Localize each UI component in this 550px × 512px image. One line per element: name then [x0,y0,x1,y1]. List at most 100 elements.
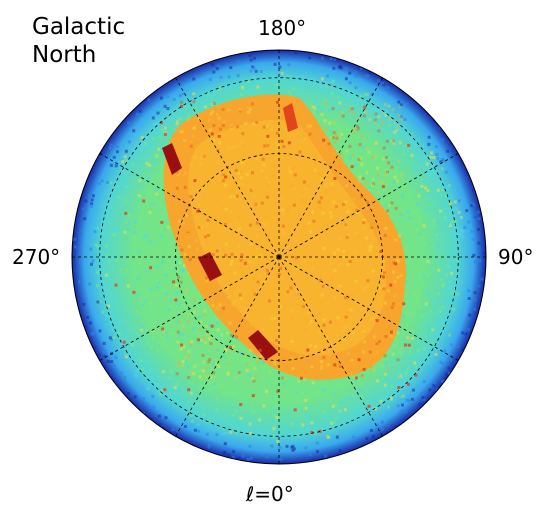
speckle [439,278,443,282]
region-speckle-dot [186,118,190,122]
region-speckle-dot [215,147,219,150]
region-speckle-dot [266,183,270,187]
region-speckle-dot [231,195,235,199]
speckle [374,156,377,160]
speckle [144,233,148,237]
region-speckle-dot [261,157,265,161]
region-speckle-dot [260,201,264,205]
region-speckle-dot [233,299,237,303]
speckle [90,198,94,202]
region-speckle-dot [361,177,365,180]
region-speckle-dot [255,120,259,124]
region-speckle-dot [333,251,337,255]
speckle [335,58,339,62]
speckle [115,259,119,263]
speckle [386,377,390,381]
speckle [348,71,352,75]
speckle [226,371,230,375]
region-speckle-dot [363,227,366,231]
region-speckle-dot [280,208,284,212]
speckle [108,258,112,262]
region-speckle-dot [379,124,383,128]
region-speckle-dot [261,288,265,291]
speckle [432,156,435,159]
speckle [416,203,420,207]
speckle [152,137,156,141]
region-speckle-dot [211,304,215,308]
speckle [381,79,385,83]
speckle [435,388,439,392]
speckle [406,315,410,319]
region-speckle-dot [255,156,259,160]
red-dot [196,338,200,342]
speckle [477,284,481,288]
region-speckle-dot [342,249,345,253]
speckle [144,403,148,407]
speckle [117,195,121,199]
speckle [114,356,118,360]
region-speckle-dot [390,165,394,169]
speckle [116,184,120,187]
region-speckle-dot [341,114,345,118]
speckle [198,375,202,379]
region-speckle-dot [305,125,309,129]
region-speckle-dot [282,241,286,245]
speckle [173,252,177,256]
speckle [467,297,471,300]
region-speckle-dot [353,251,357,255]
speckle [172,97,176,101]
speckle [150,309,154,312]
speckle [406,102,409,106]
region-speckle-dot [373,278,377,282]
speckle [406,336,410,340]
speckle [235,420,239,424]
speckle [453,200,457,204]
speckle [304,413,308,417]
speckle [439,209,443,213]
region-speckle-dot [204,375,208,379]
speckle [285,444,289,448]
region-speckle-dot [398,211,402,215]
region-speckle-dot [249,223,252,227]
region-speckle-dot [399,346,403,350]
speckle [287,90,291,94]
region-speckle-dot [176,172,180,176]
region-speckle-dot [228,321,232,325]
region-speckle-dot [336,206,339,210]
region-speckle-dot [371,269,375,273]
region-speckle-dot [176,171,179,175]
region-speckle-dot [230,153,234,157]
speckle [321,56,325,60]
speckle [247,373,251,377]
region-speckle-dot [345,235,349,239]
region-speckle-dot [322,323,326,327]
red-dot [251,394,255,398]
region-speckle-dot [234,335,238,339]
speckle [217,88,221,91]
region-speckle-dot [221,172,225,176]
region-speckle-dot [387,104,391,108]
region-speckle-dot [215,357,218,361]
region-speckle-dot [362,218,366,222]
red-dot [407,382,410,386]
region-speckle-dot [383,233,387,237]
region-speckle-dot [247,368,251,372]
speckle [416,227,419,231]
speckle [159,96,163,100]
region-speckle-dot [195,239,199,243]
region-speckle-dot [364,285,368,289]
speckle [163,126,167,130]
region-speckle [175,100,403,383]
speckle [310,421,314,425]
speckle [184,360,188,364]
region-speckle-dot [218,141,222,145]
speckle [410,336,414,340]
region-speckle-dot [349,107,353,111]
speckle [324,454,328,458]
speckle [250,359,254,363]
region-speckle-dot [333,296,337,300]
region-speckle-dot [273,164,276,168]
region-speckle-dot [399,174,403,178]
region-speckle-dot [329,262,333,266]
speckle [157,414,161,418]
